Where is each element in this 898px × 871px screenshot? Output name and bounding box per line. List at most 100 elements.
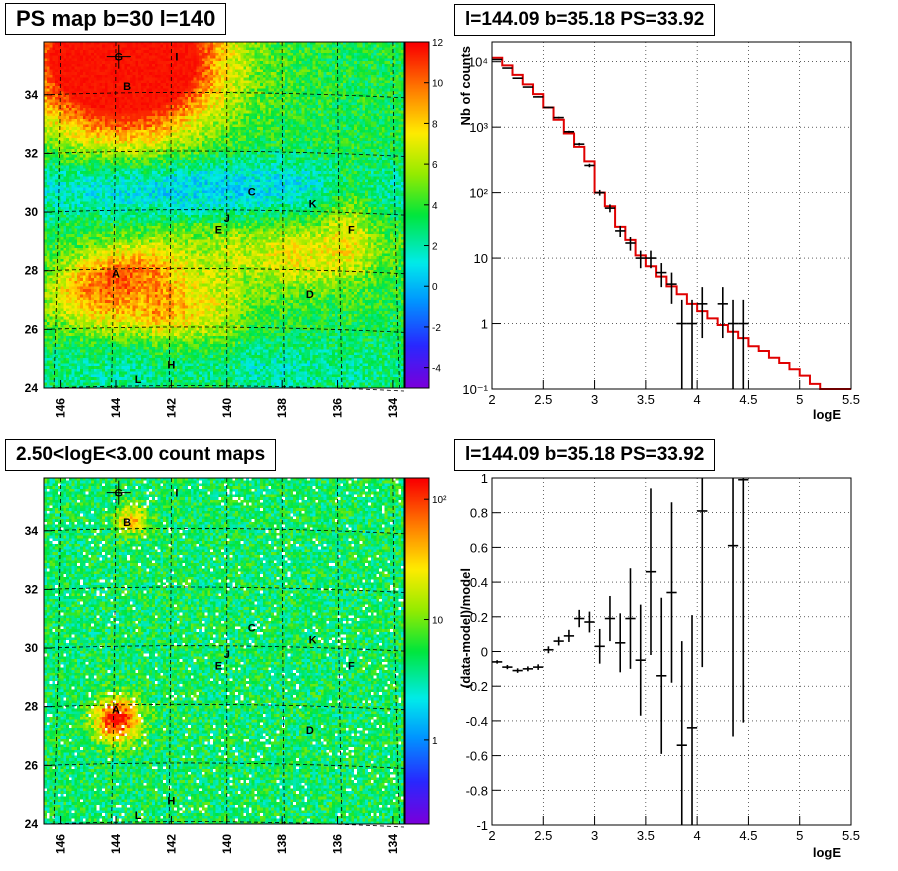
x-tick-label: 2.5	[534, 392, 552, 407]
y-tick-label: 24	[25, 381, 39, 395]
meridian-line	[111, 41, 117, 389]
source-label-d: D	[306, 289, 314, 301]
x-tick-label: 138	[275, 834, 289, 854]
count-map-title: 2.50<logE<3.00 count maps	[5, 439, 277, 471]
meridian-line	[392, 41, 400, 389]
source-label-j: J	[224, 213, 230, 225]
x-tick-label: 138	[275, 398, 289, 418]
y-tick-label: -1	[476, 818, 488, 833]
count-map-colorbar-ticks: 10² 10 1	[404, 477, 447, 825]
colorbar-tick-label: -4	[432, 364, 441, 375]
y-tick-label: 28	[25, 264, 39, 278]
plot-area	[492, 42, 851, 389]
source-label-b: B	[123, 81, 131, 93]
colorbar-tick-label: 2	[432, 242, 438, 253]
y-tick-label: 1	[481, 471, 488, 486]
meridian-line	[392, 477, 400, 825]
y-tick-label: 28	[25, 700, 39, 714]
colorbar-tick-label: 4	[432, 201, 438, 212]
x-tick-label: 134	[386, 834, 400, 854]
meridian-line	[168, 41, 172, 389]
y-tick-label: 26	[25, 758, 39, 772]
source-label-f: F	[348, 225, 355, 237]
y-tick-label: 0.6	[470, 540, 488, 555]
count-map-frame	[43, 477, 405, 825]
colorbar-tick-label: 10	[432, 79, 444, 90]
count-map-heatmap	[44, 478, 404, 824]
colorbar-tick-label: 6	[432, 160, 438, 171]
x-axis-label: logE	[813, 407, 841, 422]
ps-map-colorbar-ticks: 12 10 8 6 4 2 0 -2 -4	[404, 38, 444, 389]
x-tick-label: 146	[54, 398, 68, 418]
y-tick-label: -0.4	[466, 714, 488, 729]
ps-map-ticks: 146 144 142 140 138 136 134 24 26 28 30 32 34	[25, 88, 400, 418]
y-tick-label: 34	[25, 88, 39, 102]
x-tick-label: 3	[591, 828, 598, 843]
source-label-c: C	[248, 623, 256, 635]
meridian-line	[53, 41, 62, 389]
ps-map-frame	[43, 41, 405, 389]
x-tick-label: 142	[164, 834, 178, 854]
y-tick-label: -0.2	[466, 679, 488, 694]
source-label-e: E	[215, 225, 222, 237]
source-label-d: D	[306, 725, 314, 737]
x-tick-label: 146	[54, 834, 68, 854]
x-tick-label: 2.5	[534, 828, 552, 843]
colorbar-tick-label: 12	[432, 38, 444, 49]
y-tick-label: 30	[25, 641, 39, 655]
source-label-e: E	[215, 661, 222, 673]
source-label-i: I	[175, 52, 178, 64]
count-map-coordinate-grid	[43, 477, 405, 828]
x-tick-label: 4.5	[739, 392, 757, 407]
source-label-k: K	[309, 634, 317, 646]
y-axis-label: Nb of counts	[458, 46, 473, 125]
ps-map-title: PS map b=30 l=140	[5, 3, 227, 35]
y-tick-label: 30	[25, 205, 39, 219]
y-tick-label: 0.8	[470, 506, 488, 521]
x-tick-label: 2	[488, 392, 495, 407]
meridian-line	[281, 41, 285, 389]
y-tick-label: 26	[25, 322, 39, 336]
colorbar-tick-label: 10²	[432, 495, 447, 506]
colorbar-tick-label: 8	[432, 119, 438, 130]
x-axis-label: logE	[813, 845, 841, 860]
x-tick-label: 5.5	[842, 828, 860, 843]
y-tick-label: 0	[481, 645, 488, 660]
y-tick-label: -0.8	[466, 783, 488, 798]
x-tick-label: 3	[591, 392, 598, 407]
y-tick-label: 10⁴	[468, 55, 488, 70]
source-label-f: F	[348, 661, 355, 673]
colorbar-tick-label: 1	[432, 736, 438, 747]
ps-map-colorbar	[405, 42, 429, 388]
y-tick-label: 10⁻¹	[462, 382, 488, 397]
colorbar-tick-label: -2	[432, 323, 441, 334]
y-tick-label: 10²	[469, 186, 488, 201]
x-tick-label: 144	[109, 398, 123, 418]
meridian-line	[168, 477, 172, 825]
source-label-l: L	[135, 810, 142, 822]
x-tick-label: 5	[796, 392, 803, 407]
x-tick-label: 5	[796, 828, 803, 843]
spectrum-title: l=144.09 b=35.18 PS=33.92	[454, 4, 716, 36]
source-label-j: J	[224, 649, 230, 661]
y-tick-label: -0.6	[466, 749, 488, 764]
count-map-colorbar	[405, 478, 429, 824]
ps-map-coordinate-grid	[43, 41, 405, 392]
x-tick-label: 140	[220, 398, 234, 418]
source-label-c: C	[248, 187, 256, 199]
y-tick-label: 10	[474, 251, 488, 266]
x-tick-label: 2	[488, 828, 495, 843]
meridian-line	[281, 477, 285, 825]
residual-title: l=144.09 b=35.18 PS=33.92	[454, 439, 716, 471]
y-tick-label: 0.2	[470, 610, 488, 625]
x-tick-label: 4.5	[739, 828, 757, 843]
ps-map-heatmap	[44, 42, 404, 388]
y-tick-label: 32	[25, 146, 39, 160]
y-tick-label: 32	[25, 582, 39, 596]
y-tick-label: 10³	[469, 120, 488, 135]
meridian-line	[53, 477, 62, 825]
model-histogram-line	[492, 56, 851, 390]
